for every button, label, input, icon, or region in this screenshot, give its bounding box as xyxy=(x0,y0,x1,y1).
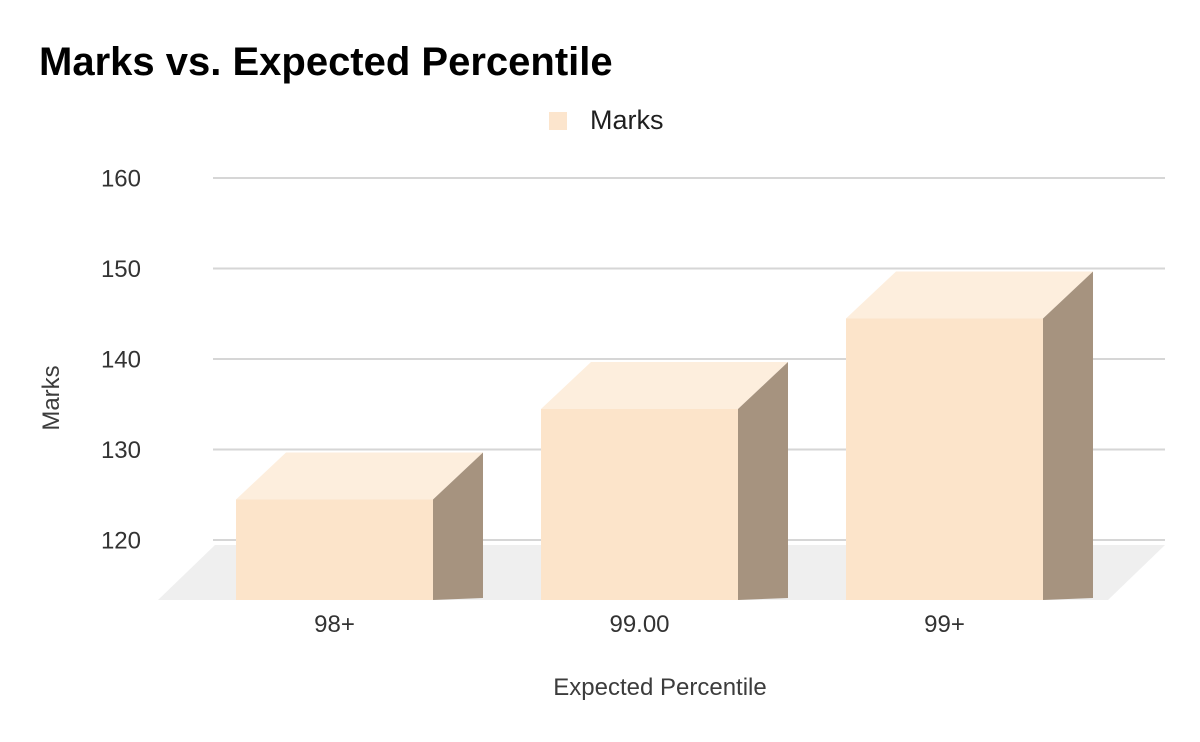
bar-top-face xyxy=(236,452,483,500)
bar-side-face xyxy=(433,452,483,600)
x-category-label: 98+ xyxy=(314,611,355,638)
x-category-label: 99+ xyxy=(924,611,965,638)
y-axis-title: Marks xyxy=(38,365,65,431)
bar xyxy=(541,362,788,600)
x-axis-title: Expected Percentile xyxy=(553,674,767,701)
bar xyxy=(846,271,1093,600)
legend: Marks xyxy=(549,105,664,136)
y-tick-label: 120 xyxy=(101,528,141,555)
bar-front-face xyxy=(846,318,1043,600)
bar-front-face xyxy=(541,409,738,600)
bar-top-face xyxy=(541,362,788,409)
bar-side-face xyxy=(1043,271,1093,600)
x-category-label: 99.00 xyxy=(609,611,669,638)
bar-side-face xyxy=(738,362,788,600)
y-tick-label: 140 xyxy=(101,347,141,374)
bar-front-face xyxy=(236,499,433,600)
chart-title: Marks vs. Expected Percentile xyxy=(39,40,613,84)
y-tick-label: 150 xyxy=(101,256,141,283)
bar xyxy=(236,452,483,600)
legend-item-label: Marks xyxy=(590,105,664,135)
y-tick-label: 130 xyxy=(101,437,141,464)
y-tick-label: 160 xyxy=(101,166,141,193)
legend-swatch-icon xyxy=(549,111,567,130)
bar-top-face xyxy=(846,271,1093,319)
